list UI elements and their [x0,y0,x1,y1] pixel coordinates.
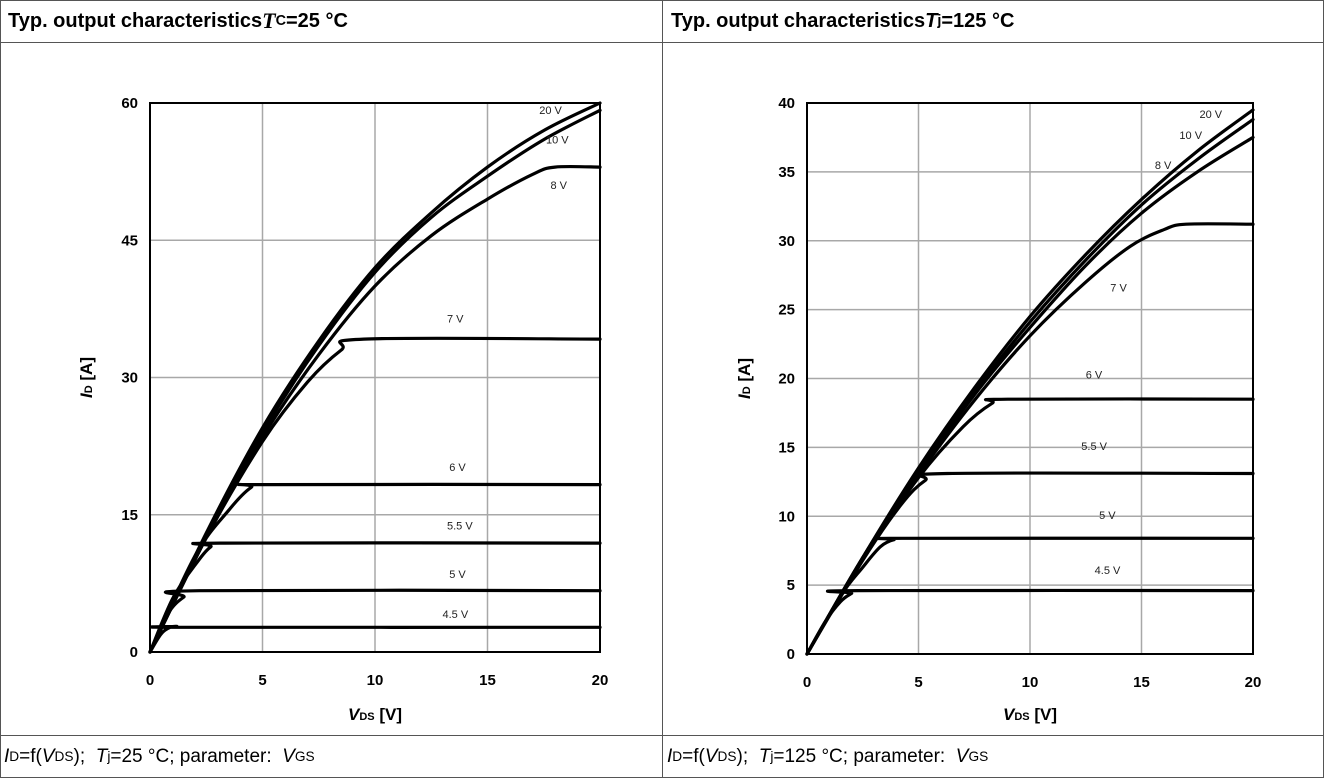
series-curve-4_5V [805,588,1255,656]
series-curve-8V [805,135,1255,656]
series-curve-7V [148,336,602,654]
curve-label: 5 V [1099,510,1116,522]
curve-label: 7 V [1110,283,1127,295]
series-curve-6V [148,482,602,654]
plot-frame [149,102,601,653]
y-tick-label: 30 [778,233,795,250]
series-curve-8V [148,164,602,654]
y-tick-label: 40 [778,95,795,112]
x-tick-label: 0 [803,674,811,691]
curve-label: 5.5 V [1081,441,1107,453]
curve-label: 7 V [447,314,464,326]
series-curve-5_5V [805,471,1255,656]
table-divider-middle [662,0,663,778]
x-tick-label: 5 [914,674,922,691]
series-curve-20V [805,108,1255,656]
table-border-left [0,0,1,778]
x-tick-label: 15 [479,672,496,689]
x-axis-label: VDS [V] [348,705,402,724]
curve-label: 20 V [1199,109,1222,121]
x-tick-label: 20 [592,672,609,689]
y-tick-label: 5 [787,577,795,594]
y-tick-label: 60 [121,95,138,112]
y-tick-label: 35 [778,164,795,181]
x-tick-label: 15 [1133,674,1150,691]
x-tick-label: 5 [258,672,266,689]
y-tick-label: 30 [121,370,138,387]
y-tick-label: 45 [121,232,138,249]
curve-label: 20 V [539,105,562,117]
curve-label: 5 V [449,569,466,581]
x-tick-label: 20 [1245,674,1262,691]
y-axis-label: ID [A] [735,358,754,399]
series-curve-5_5V [148,541,602,654]
x-tick-label: 10 [367,672,384,689]
x-axis-label: VDS [V] [1003,705,1057,724]
y-axis-label: ID [A] [77,357,96,398]
series-curve-20V [148,101,602,654]
curve-label: 6 V [1086,370,1103,382]
series-curve-10V [805,117,1255,656]
curve-label: 4.5 V [1095,565,1121,577]
y-tick-label: 10 [778,508,795,525]
y-tick-label: 25 [778,302,795,319]
y-tick-label: 20 [778,371,795,388]
y-tick-label: 15 [121,507,138,524]
y-tick-label: 0 [787,646,795,663]
curve-label: 10 V [1179,130,1202,142]
curve-label: 4.5 V [443,609,469,621]
panel-1-title: Typ. output characteristics T C =25 °C [8,8,348,33]
curve-label: 8 V [1155,160,1172,172]
x-tick-label: 10 [1022,674,1039,691]
series-curve-5V [148,588,602,654]
y-tick-label: 15 [778,439,795,456]
series-curve-10V [148,108,602,654]
y-tick-label: 0 [130,644,138,661]
curve-label: 5.5 V [447,520,473,532]
series-curve-6V [805,397,1255,656]
plot-frame [806,102,1254,655]
curve-label: 10 V [546,134,569,146]
curve-label: 6 V [449,462,466,474]
curve-label: 8 V [551,180,568,192]
series-curve-7V [805,222,1255,656]
series-curve-4_5V [148,624,602,654]
series-curve-5V [805,536,1255,656]
x-tick-label: 0 [146,672,154,689]
